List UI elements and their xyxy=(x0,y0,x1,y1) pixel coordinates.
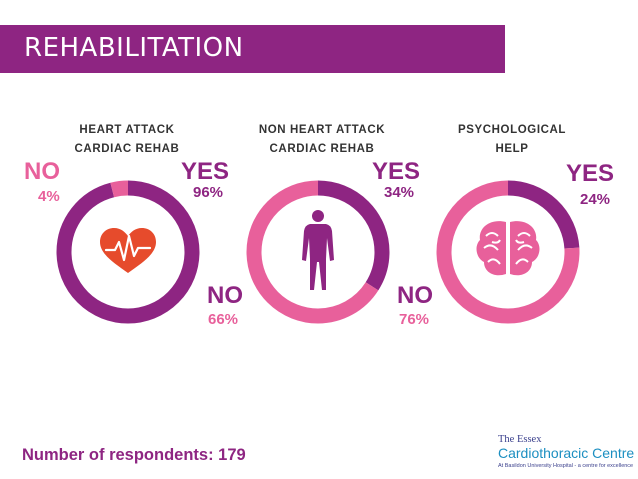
donut-heart-attack xyxy=(56,180,200,324)
chart1-yes-pct: 96% xyxy=(193,184,224,201)
chart2-no-pct: 66% xyxy=(208,311,239,328)
cardiothoracic-centre-logo: The Essex Cardiothoracic Centre At Basil… xyxy=(498,434,634,474)
chart1-yes-label: YES xyxy=(181,158,230,185)
logo-line-3: At Basildon University Hospital - a cent… xyxy=(498,463,634,469)
chart1-no-pct: 4% xyxy=(38,188,60,205)
chart1-no-label: NO xyxy=(24,158,60,185)
chart-title-psychological: PSYCHOLOGICAL HELP xyxy=(457,124,567,155)
donut-non-heart-attack xyxy=(246,180,390,324)
donut-segment-no xyxy=(246,180,390,324)
respondents-count: Number of respondents: 179 xyxy=(22,446,246,464)
brain-icon xyxy=(476,221,540,276)
heart-ecg-icon xyxy=(100,228,156,273)
chart3-yes-pct: 24% xyxy=(580,191,611,208)
logo-line-1: The Essex xyxy=(498,434,542,445)
page-title: REHABILITATION xyxy=(24,33,244,63)
chart3-no-pct: 76% xyxy=(399,311,430,328)
logo-line-2: Cardiothoracic Centre xyxy=(498,445,635,461)
title-banner: REHABILITATION xyxy=(0,25,505,73)
donut-segment-no xyxy=(436,180,580,324)
chart3-no-label: NO xyxy=(397,282,433,309)
chart-title-heart-attack: HEART ATTACK CARDIAC REHAB xyxy=(74,124,180,155)
chart2-yes-pct: 34% xyxy=(384,184,415,201)
human-body-icon xyxy=(302,210,334,290)
chart3-yes-label: YES xyxy=(566,160,615,187)
chart-title-non-heart-attack: NON HEART ATTACK CARDIAC REHAB xyxy=(258,124,386,155)
chart2-no-label: NO xyxy=(207,282,243,309)
donut-segment-no xyxy=(56,180,200,324)
chart2-yes-label: YES xyxy=(372,158,421,185)
donut-psychological xyxy=(436,180,580,324)
